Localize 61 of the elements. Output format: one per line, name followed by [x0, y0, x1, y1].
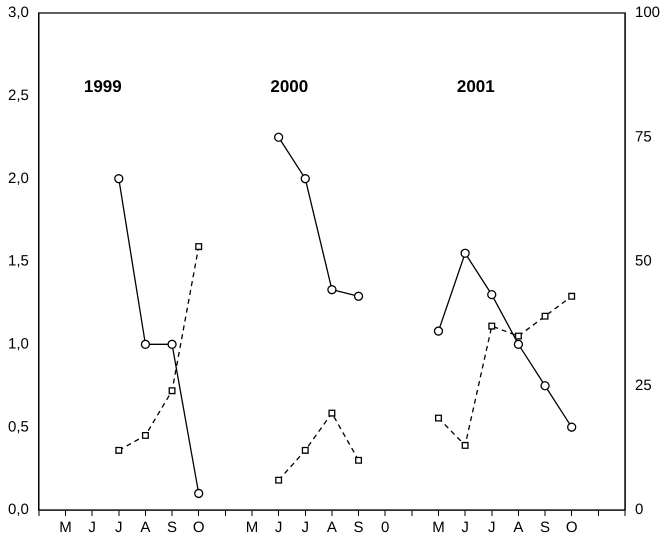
point: [567, 422, 576, 432]
x-tick-label: A: [140, 519, 150, 536]
y2-tick-label: 75: [634, 128, 652, 146]
x-tick-label: S: [540, 519, 550, 536]
point: [514, 332, 522, 340]
y-tick-label: 0,0: [8, 501, 29, 518]
y2-tick-label: 0: [634, 501, 644, 518]
x-tick-label: O: [192, 519, 205, 536]
y-tick-label: 2,5: [8, 86, 29, 104]
y-tick-label: 0,5: [8, 418, 29, 436]
x-tick-label: M: [59, 519, 72, 536]
x-tick-label: S: [354, 519, 364, 536]
annotation: 1999: [84, 77, 122, 96]
y2-tick-label: 50: [634, 252, 652, 270]
point: [194, 488, 204, 498]
x-tick-label: A: [326, 519, 337, 536]
point: [115, 446, 122, 454]
annotation: 2000: [270, 77, 308, 96]
point: [302, 446, 309, 454]
point: [540, 381, 550, 390]
y-tick-label: 1,0: [8, 335, 29, 352]
y-tick-label: 1,5: [8, 252, 29, 270]
x-tick-label: O: [566, 519, 578, 536]
x-tick-label: J: [115, 519, 123, 536]
point: [300, 174, 310, 184]
point: [434, 326, 444, 336]
point: [568, 292, 576, 300]
x-tick-label: M: [432, 519, 445, 536]
x-tick-label: A: [513, 519, 524, 536]
point: [355, 456, 362, 464]
x-tick-label: J: [274, 519, 282, 536]
point: [460, 248, 470, 258]
x-tick-label: S: [167, 519, 178, 536]
point: [328, 410, 336, 417]
point: [140, 340, 150, 349]
point: [462, 442, 469, 449]
x-tick-label: J: [461, 519, 469, 536]
y-tick-label: 2,0: [8, 170, 29, 187]
x-tick-label: M: [246, 519, 258, 536]
annotation: 2001: [456, 77, 495, 96]
point: [354, 292, 364, 301]
point: [195, 243, 202, 250]
x-tick-label: J: [488, 519, 496, 536]
point: [114, 174, 124, 184]
point: [327, 285, 337, 294]
x-tick-label: 0: [381, 519, 390, 536]
point: [488, 322, 496, 330]
point: [275, 476, 282, 484]
point: [514, 340, 524, 349]
point: [274, 132, 284, 142]
x-tick-label: J: [302, 519, 310, 536]
point: [167, 340, 177, 349]
point: [142, 432, 149, 439]
point: [168, 387, 176, 394]
y2-tick-label: 100: [634, 4, 660, 22]
point: [542, 312, 549, 320]
y-tick-label: 3,0: [8, 4, 29, 22]
y2-tick-label: 25: [634, 376, 652, 394]
x-tick-label: J: [88, 519, 96, 536]
point: [487, 290, 496, 300]
point: [435, 414, 442, 422]
